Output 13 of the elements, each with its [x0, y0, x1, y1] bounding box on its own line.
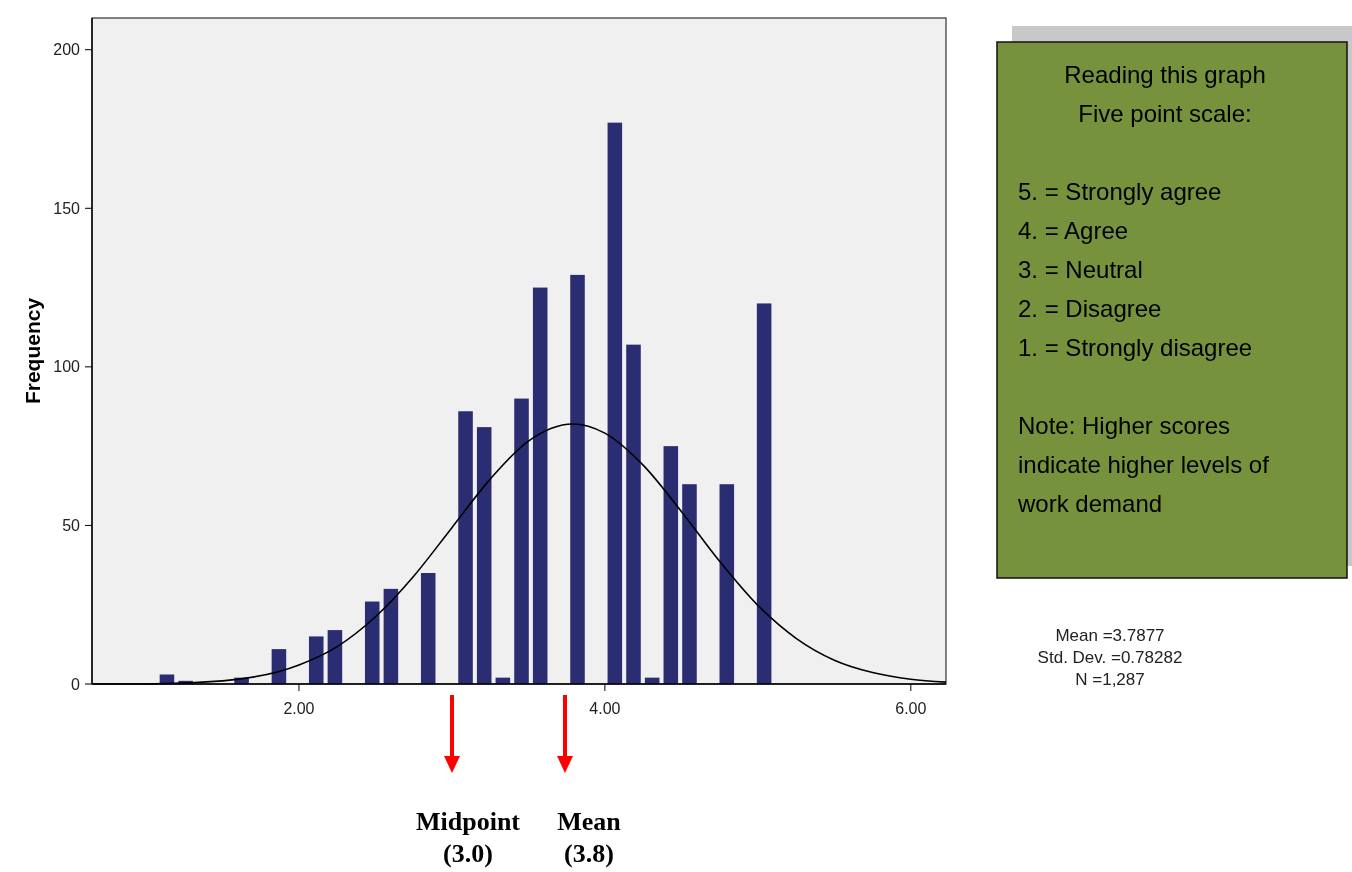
text: Reading this graph Five point scale: 5. = Strongly agree 4. = Agree 3. = Neutral 2. = Disagree 1. = Strongly disagree Note: Higher scores indicate higher levels of work demand [1018, 61, 1269, 517]
y-tick-label: 0 [71, 675, 81, 693]
x-tick-label: 2.00 [283, 700, 315, 717]
x-tick-label: 4.00 [589, 700, 621, 717]
x-tick-label: 6.00 [895, 700, 927, 717]
text: Mean (3.8) [557, 807, 622, 868]
y-tick-label: 50 [62, 517, 81, 535]
y-tick-label: 200 [53, 41, 81, 59]
y-axis-title: Frequency [21, 297, 44, 405]
y-tick-label: 100 [53, 358, 81, 376]
text: Mean =3.7877 Std. Dev. =0.78282 N =1,287 [1037, 626, 1183, 689]
y-tick-label: 150 [53, 199, 81, 217]
text: Midpoint (3.0) [415, 807, 521, 868]
